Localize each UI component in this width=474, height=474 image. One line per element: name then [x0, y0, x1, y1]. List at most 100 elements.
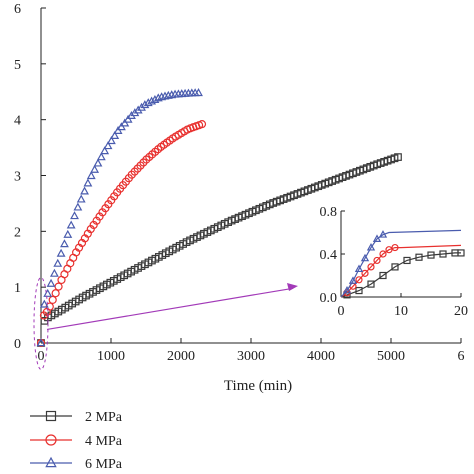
data-point	[123, 114, 133, 123]
inset-data-point	[367, 263, 375, 271]
inset-data-point	[354, 264, 364, 273]
x-tick-label: 3000	[237, 349, 265, 364]
inset-series-2-mpa	[340, 249, 465, 299]
data-point	[56, 248, 66, 257]
data-point	[70, 211, 79, 220]
legend-label: 6 MPa	[85, 457, 123, 472]
inset-data-point	[439, 250, 447, 258]
data-point	[140, 100, 150, 109]
data-point	[120, 118, 130, 127]
zoom-region-ellipse	[33, 276, 49, 370]
legend-item: 4 MPa	[30, 434, 123, 449]
data-point	[194, 88, 203, 97]
inset-data-point	[355, 286, 363, 295]
legend-marker	[45, 456, 57, 468]
inset-data-point	[366, 243, 376, 251]
inset-series-6-mpa	[340, 229, 462, 298]
data-point	[51, 289, 60, 298]
x-axis-title: Time (min)	[224, 378, 292, 394]
data-point	[66, 220, 76, 229]
data-point	[96, 152, 106, 161]
zoom-arrow-line	[46, 287, 294, 331]
data-point	[53, 258, 63, 267]
legend-item: 6 MPa	[30, 456, 123, 472]
legend-label: 4 MPa	[85, 434, 123, 449]
x-tick-label: 0	[38, 349, 45, 364]
inset-y-tick-label: 0.0	[320, 291, 338, 306]
data-point	[36, 338, 46, 347]
series-2-mpa	[37, 153, 402, 347]
data-point	[46, 278, 56, 287]
zoom-arrow-head	[287, 283, 298, 291]
inset-y-tick-label: 0.8	[320, 205, 338, 220]
data-point	[103, 141, 113, 150]
inset-series-line	[340, 252, 461, 298]
inset-data-point	[360, 253, 370, 262]
data-point	[76, 194, 86, 203]
y-tick-label: 4	[14, 114, 21, 129]
inset-data-point	[391, 263, 399, 271]
data-point	[394, 153, 402, 161]
x-tick-label: 2000	[167, 349, 195, 364]
inset-x-tick-label: 20	[454, 304, 468, 319]
data-point	[39, 299, 49, 308]
y-tick-label: 0	[14, 337, 21, 352]
inset-data-point	[403, 256, 411, 265]
y-tick-label: 2	[14, 225, 21, 240]
inset-data-point	[355, 276, 363, 284]
inset-data-point	[348, 276, 358, 284]
inset-data-point	[379, 271, 387, 280]
inset-data-point	[379, 250, 387, 258]
data-point	[197, 120, 207, 129]
data-point	[113, 125, 123, 134]
inset-series-line	[340, 229, 462, 298]
data-point	[80, 186, 89, 195]
data-point	[150, 94, 160, 103]
inset-x-tick-label: 10	[394, 304, 408, 319]
data-point	[90, 164, 100, 173]
x-tick-label: 1000	[97, 349, 125, 364]
data-point	[110, 130, 120, 139]
inset-data-point	[367, 280, 375, 288]
x-tick-label: 4000	[307, 349, 335, 364]
main-plot: 0 1 2 3 4 5 6 0 1000 2000 3000 4000 5000 6	[14, 2, 465, 370]
data-point	[143, 98, 153, 107]
data-point	[116, 122, 126, 131]
inset-data-point	[391, 243, 399, 252]
data-point	[73, 202, 83, 211]
y-tick-label: 3	[14, 170, 21, 185]
data-point	[49, 268, 59, 277]
inset-data-point	[361, 269, 369, 277]
legend-marker	[45, 434, 57, 446]
data-point	[54, 282, 63, 291]
y-tick-label: 5	[14, 58, 21, 73]
data-point	[48, 295, 57, 305]
data-point	[43, 288, 53, 297]
inset-data-point	[457, 249, 465, 257]
legend-marker	[45, 410, 57, 422]
inset-data-point	[373, 256, 381, 265]
data-point	[83, 178, 93, 187]
data-point	[147, 96, 157, 105]
data-point	[153, 93, 163, 102]
inset-data-point	[415, 253, 423, 261]
inset-data-point	[385, 246, 393, 254]
data-point	[63, 229, 73, 238]
legend: 2 MPa 4 MPa 6 MPa	[30, 410, 123, 472]
legend-item: 2 MPa	[30, 410, 123, 425]
data-point	[106, 136, 116, 145]
y-tick-label: 6	[14, 2, 21, 17]
inset-data-point	[372, 234, 382, 242]
inset-series-line	[340, 244, 462, 298]
series-6-mpa	[36, 88, 203, 347]
data-point	[60, 239, 69, 248]
inset-x-tick-label: 0	[338, 304, 345, 319]
data-point	[86, 171, 96, 180]
inset-data-point	[378, 230, 388, 238]
inset-plot: 0.0 0.4 0.8 0 10 20	[320, 205, 469, 319]
series-4-mpa	[36, 120, 207, 348]
legend-label: 2 MPa	[85, 410, 123, 425]
y-tick-label: 1	[14, 281, 21, 296]
x-tick-label: 5000	[377, 349, 405, 364]
